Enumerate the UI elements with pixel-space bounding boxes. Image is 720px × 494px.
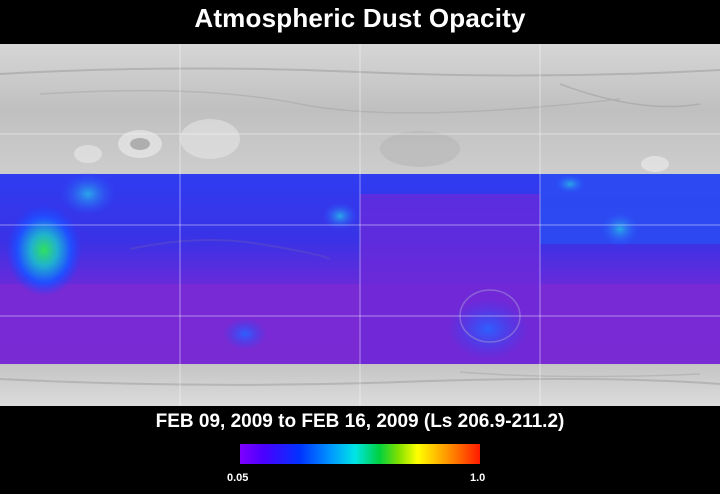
dust-hotspot-east bbox=[600, 211, 640, 247]
terrain-south bbox=[0, 364, 720, 406]
dust-hotspot-northwest bbox=[60, 172, 116, 216]
dust-hotspot-northeast bbox=[554, 174, 586, 194]
terrain-features-south bbox=[0, 371, 720, 386]
terrain-features-north bbox=[0, 67, 720, 172]
crater-outline bbox=[459, 289, 521, 343]
dust-hotspot-southwest bbox=[223, 318, 267, 350]
colorbar-max-label: 1.0 bbox=[470, 472, 486, 484]
dust-hotspot-central bbox=[322, 202, 358, 230]
colorbar-min-label: 0.05 bbox=[227, 472, 249, 484]
terrain-north bbox=[0, 44, 720, 174]
opacity-colorbar bbox=[240, 444, 480, 464]
map-title: Atmospheric Dust Opacity bbox=[194, 3, 526, 33]
dust-hotspot-south bbox=[448, 299, 528, 359]
date-range-label: FEB 09, 2009 to FEB 16, 2009 (Ls 206.9-2… bbox=[155, 411, 565, 432]
graticule bbox=[0, 44, 720, 406]
canyon-outline bbox=[129, 239, 331, 260]
dust-opacity-map bbox=[0, 44, 720, 406]
high-opacity-hotspot bbox=[6, 204, 82, 296]
